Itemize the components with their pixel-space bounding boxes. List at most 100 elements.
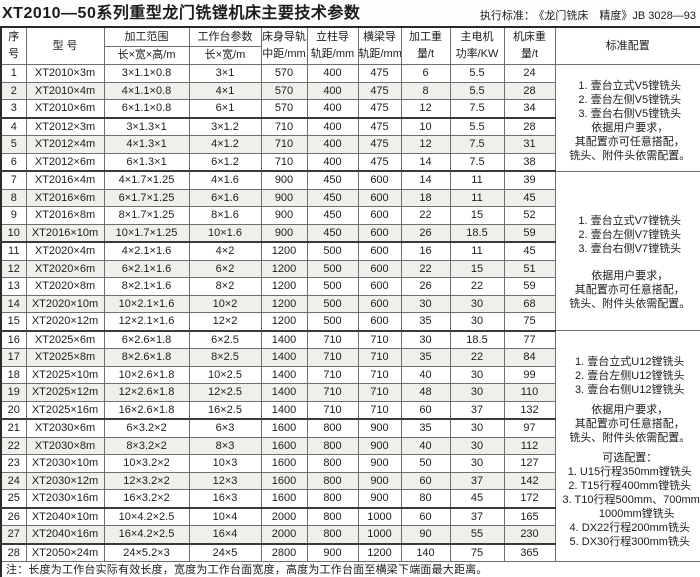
- cell-model: XT2025×16m: [25, 400, 105, 420]
- cell-worktable-size: 6×1.2: [188, 152, 262, 172]
- cell-seq: 14: [0, 294, 27, 313]
- cell-worktable-size: 24×5: [188, 543, 262, 562]
- config-line: 1000mm镗铣头: [584, 508, 675, 520]
- cell-column-rail-distance: 800: [306, 436, 359, 455]
- cell-column-rail-distance: 800: [306, 525, 359, 545]
- col-header-machining-range: 加工范围 长×宽×高/m: [103, 26, 190, 65]
- table-row: 9 XT2016×8m 8×1.7×1.25 8×1.6 900 450 600 22 15 52: [0, 206, 700, 225]
- cell-model: XT2016×4m: [25, 170, 105, 190]
- cell-column-rail-distance: 710: [306, 330, 359, 349]
- cell-column-rail-distance: 500: [306, 241, 359, 261]
- cell-column-rail-distance: 400: [306, 152, 359, 172]
- cell-bed-rail-center: 570: [260, 99, 308, 119]
- cell-workpiece-weight: 12: [400, 99, 451, 119]
- cell-machine-weight: 52: [503, 206, 556, 225]
- header-line: 中距/mm: [262, 48, 306, 60]
- cell-machine-weight: 127: [503, 454, 556, 473]
- config-line: 2. T15行程400mm镗铣头: [568, 480, 692, 492]
- cell-workpiece-weight: 90: [400, 525, 451, 545]
- cell-bed-rail-center: 1600: [260, 489, 308, 509]
- cell-seq: 2: [0, 81, 27, 100]
- cell-beam-rail-distance: 475: [357, 81, 402, 100]
- cell-machining-range: 3×1.3×1: [103, 117, 190, 136]
- header-line: 横梁导: [363, 31, 396, 43]
- col-header-seq: 序号: [0, 26, 27, 65]
- cell-column-rail-distance: 400: [306, 64, 359, 83]
- cell-seq: 15: [0, 312, 27, 332]
- cell-beam-rail-distance: 710: [357, 365, 402, 384]
- cell-machining-range: 16×2.6×1.8: [103, 400, 190, 420]
- table-row: 26 XT2040×10m 10×4.2×2.5 10×4 2000 800 1000 60 3…: [0, 507, 700, 526]
- cell-beam-rail-distance: 710: [357, 330, 402, 349]
- cell-column-rail-distance: 500: [306, 259, 359, 278]
- cell-bed-rail-center: 710: [260, 135, 308, 154]
- cell-workpiece-weight: 80: [400, 489, 451, 509]
- cell-bed-rail-center: 900: [260, 188, 308, 207]
- cell-worktable-size: 10×3: [188, 454, 262, 473]
- cell-workpiece-weight: 140: [400, 543, 451, 562]
- cell-column-rail-distance: 800: [306, 418, 359, 438]
- cell-bed-rail-center: 1200: [260, 259, 308, 278]
- cell-bed-rail-center: 900: [260, 206, 308, 225]
- cell-bed-rail-center: 1600: [260, 436, 308, 455]
- cell-column-rail-distance: 800: [306, 507, 359, 526]
- cell-motor-power: 37: [449, 471, 505, 490]
- config-line: 3. 壹台右侧U12镗铣头: [575, 384, 685, 396]
- cell-motor-power: 37: [449, 400, 505, 420]
- cell-beam-rail-distance: 475: [357, 117, 402, 136]
- cell-machine-weight: 34: [503, 99, 556, 119]
- cell-motor-power: 18.5: [449, 223, 505, 243]
- cell-workpiece-weight: 60: [400, 400, 451, 420]
- cell-column-rail-distance: 450: [306, 206, 359, 225]
- cell-worktable-size: 10×4: [188, 507, 262, 526]
- cell-bed-rail-center: 1200: [260, 312, 308, 332]
- cell-column-rail-distance: 900: [306, 543, 359, 562]
- header-line: 号: [8, 48, 20, 60]
- cell-machining-range: 6×2.6×1.8: [103, 330, 190, 349]
- cell-seq: 22: [0, 436, 27, 455]
- cell-beam-rail-distance: 710: [357, 400, 402, 420]
- cell-worktable-size: 4×1.2: [188, 135, 262, 154]
- cell-workpiece-weight: 35: [400, 348, 451, 367]
- cell-workpiece-weight: 16: [400, 241, 451, 261]
- cell-beam-rail-distance: 600: [357, 241, 402, 261]
- cell-machining-range: 4×1.1×0.8: [103, 81, 190, 100]
- header-line: 量/t: [520, 48, 539, 60]
- table-row: 10 XT2016×10m 10×1.7×1.25 10×1.6 900 450 600 26…: [0, 223, 700, 243]
- cell-beam-rail-distance: 900: [357, 418, 402, 438]
- cell-column-rail-distance: 450: [306, 223, 359, 243]
- standard-value: 《龙门铣床 精度》JB 3028—93: [538, 10, 696, 22]
- config-line: 其配置亦可任意搭配，: [574, 284, 685, 297]
- cell-machining-range: 6×1.7×1.25: [103, 188, 190, 207]
- cell-machining-range: 24×5.2×3: [103, 543, 190, 562]
- cell-model: XT2012×3m: [25, 117, 105, 136]
- cell-beam-rail-distance: 600: [357, 312, 402, 332]
- cell-bed-rail-center: 1400: [260, 400, 308, 420]
- cell-beam-rail-distance: 600: [357, 294, 402, 313]
- cell-motor-power: 18.5: [449, 330, 505, 349]
- cell-motor-power: 22: [449, 277, 505, 296]
- cell-model: XT2020×8m: [25, 277, 105, 296]
- header-line: 加工范围: [105, 29, 188, 47]
- cell-column-rail-distance: 500: [306, 312, 359, 332]
- cell-machine-weight: 132: [503, 400, 556, 420]
- cell-machining-range: 3×1.1×0.8: [103, 64, 190, 83]
- cell-machining-range: 6×1.3×1: [103, 152, 190, 172]
- table-body: 1 XT2010×3m 3×1.1×0.8 3×1 570 400 475 6 5.5 24 1. …: [0, 64, 700, 577]
- cell-machining-range: 6×3.2×2: [103, 418, 190, 438]
- cell-machine-weight: 77: [503, 330, 556, 349]
- cell-machining-range: 10×1.7×1.25: [103, 223, 190, 243]
- config-text: 1. 壹台立式V7镗铣头 2. 壹台左侧V7镗铣头 3. 壹台右侧V7镗铣头 依据用户…: [556, 190, 700, 311]
- cell-model: XT2020×6m: [25, 259, 105, 278]
- cell-worktable-size: 10×2.5: [188, 365, 262, 384]
- cell-machine-weight: 97: [503, 418, 556, 438]
- cell-machine-weight: 31: [503, 135, 556, 154]
- cell-motor-power: 22: [449, 348, 505, 367]
- header-line: 量/t: [416, 48, 435, 60]
- cell-seq: 10: [0, 223, 27, 243]
- cell-bed-rail-center: 1400: [260, 365, 308, 384]
- cell-beam-rail-distance: 900: [357, 471, 402, 490]
- cell-workpiece-weight: 18: [400, 188, 451, 207]
- cell-machining-range: 12×3.2×2: [103, 471, 190, 490]
- cell-model: XT2020×12m: [25, 312, 105, 332]
